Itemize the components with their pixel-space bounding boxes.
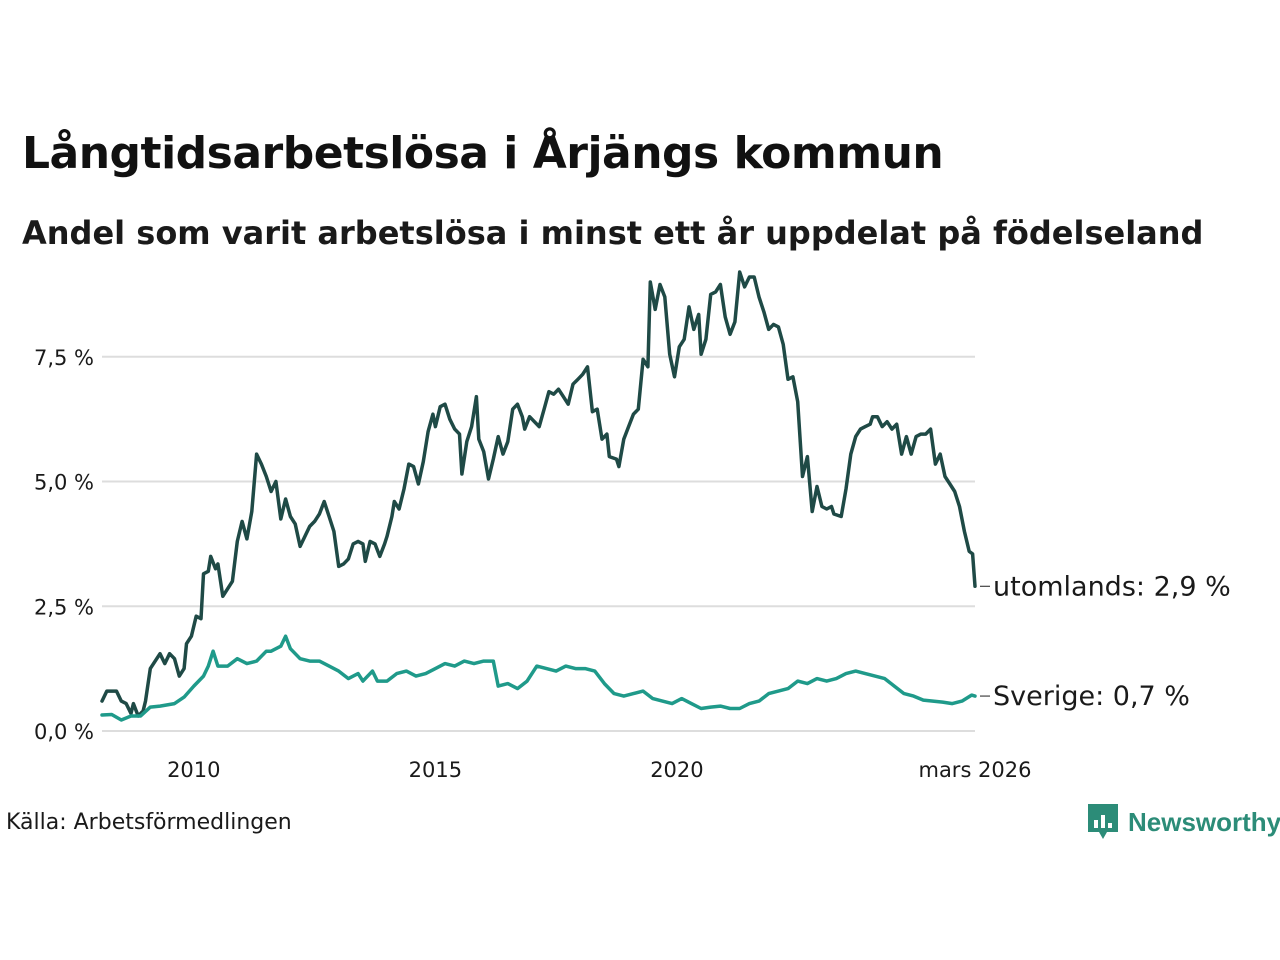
series-lines — [100, 270, 977, 722]
y-tick-label: 0,0 % — [34, 720, 94, 744]
x-tick-label: 2010 — [167, 758, 220, 782]
brand-logo: Newsworthy — [1088, 804, 1280, 840]
chart-subtitle: Andel som varit arbetslösa i minst ett å… — [22, 214, 1204, 252]
newsworthy-logo-icon — [1088, 804, 1118, 839]
x-tick-label: 2020 — [650, 758, 703, 782]
y-axis-ticks: 0,0 % 2,5 % 5,0 % 7,5 % — [34, 346, 94, 744]
x-axis-ticks: 2010 2015 2020 mars 2026 — [167, 758, 1031, 782]
brand-name: Newsworthy — [1128, 806, 1280, 837]
end-label-sverige: Sverige: 0,7 % — [993, 681, 1190, 712]
y-tick-label: 2,5 % — [34, 595, 94, 619]
series-end-labels: utomlands: 2,9 % Sverige: 0,7 % — [980, 571, 1231, 712]
gridlines — [102, 355, 975, 732]
x-tick-label: mars 2026 — [918, 758, 1031, 782]
y-tick-label: 5,0 % — [34, 471, 94, 495]
end-label-utomlands: utomlands: 2,9 % — [993, 571, 1231, 602]
x-tick-label: 2015 — [409, 758, 462, 782]
series-line-utomlands — [100, 270, 977, 718]
series-line-sverige — [100, 634, 977, 722]
source-note: Källa: Arbetsförmedlingen — [6, 810, 292, 835]
chart-title: Långtidsarbetslösa i Årjängs kommun — [22, 128, 944, 179]
y-tick-label: 7,5 % — [34, 346, 94, 370]
